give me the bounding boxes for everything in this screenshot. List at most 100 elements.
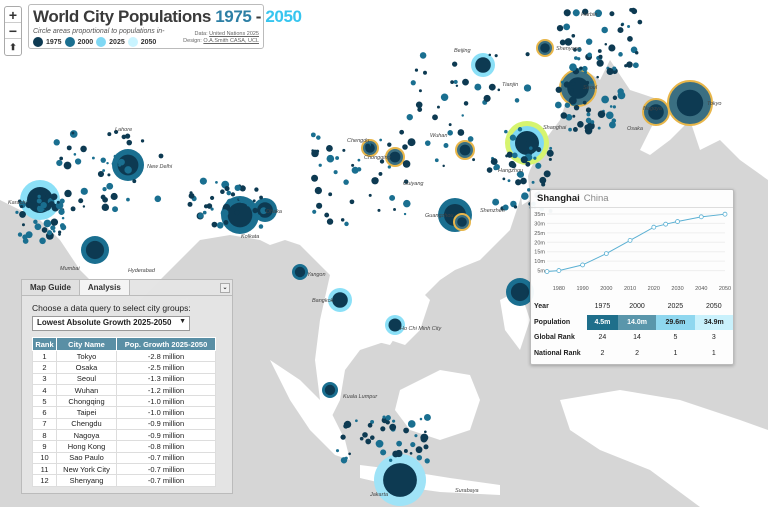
- city-circle[interactable]: [450, 80, 454, 84]
- city-circle[interactable]: [560, 80, 565, 84]
- city-circle[interactable]: [107, 173, 111, 177]
- city-circle[interactable]: [509, 134, 517, 141]
- city-circle[interactable]: [637, 19, 643, 25]
- city-circle[interactable]: [388, 318, 402, 332]
- city-circle[interactable]: [370, 419, 375, 424]
- city-circle[interactable]: [59, 156, 64, 161]
- city-circle[interactable]: [627, 25, 631, 29]
- city-circle[interactable]: [58, 208, 65, 215]
- city-circle[interactable]: [106, 182, 114, 190]
- city-circle[interactable]: [540, 43, 550, 53]
- city-circle[interactable]: [612, 66, 617, 71]
- city-circle[interactable]: [372, 177, 379, 184]
- city-circle[interactable]: [617, 27, 624, 34]
- zoom-in-button[interactable]: +: [5, 7, 21, 23]
- city-circle[interactable]: [340, 434, 346, 440]
- credits-design-link[interactable]: O.A.Smith CASA, UCL: [203, 38, 259, 44]
- city-circle[interactable]: [462, 78, 469, 86]
- city-circle[interactable]: [563, 81, 570, 88]
- city-circle[interactable]: [60, 224, 67, 231]
- city-circle[interactable]: [488, 83, 496, 91]
- city-circle[interactable]: [318, 163, 322, 167]
- city-circle[interactable]: [110, 192, 118, 201]
- city-circle[interactable]: [560, 112, 568, 119]
- city-circle[interactable]: [403, 199, 411, 208]
- table-row[interactable]: 1 Tokyo -2.8 million: [32, 349, 216, 363]
- city-circle[interactable]: [264, 208, 270, 213]
- city-circle[interactable]: [324, 384, 336, 396]
- city-circle[interactable]: [601, 26, 608, 34]
- city-circle[interactable]: [56, 200, 60, 204]
- city-circle[interactable]: [452, 61, 458, 67]
- city-circle[interactable]: [64, 189, 72, 198]
- table-row[interactable]: 2 Osaka -2.5 million: [32, 361, 216, 374]
- city-circle[interactable]: [368, 193, 372, 197]
- city-circle[interactable]: [584, 124, 591, 131]
- city-circle[interactable]: [111, 162, 115, 166]
- city-circle[interactable]: [112, 206, 119, 213]
- city-circle[interactable]: [423, 413, 431, 421]
- city-circle[interactable]: [525, 52, 530, 57]
- city-circle[interactable]: [101, 203, 110, 212]
- city-circle[interactable]: [294, 266, 306, 278]
- city-circle[interactable]: [351, 163, 355, 167]
- city-circle[interactable]: [209, 195, 215, 201]
- city-circle[interactable]: [483, 94, 491, 102]
- city-circle[interactable]: [608, 44, 616, 52]
- table-row[interactable]: 6 Taipei -1.0 million: [32, 406, 216, 419]
- city-circle[interactable]: [316, 135, 321, 140]
- city-circle[interactable]: [340, 457, 348, 464]
- city-circle[interactable]: [515, 179, 522, 186]
- city-circle[interactable]: [140, 139, 145, 143]
- city-circle[interactable]: [577, 121, 584, 128]
- city-circle[interactable]: [226, 190, 232, 196]
- city-circle[interactable]: [596, 75, 599, 79]
- city-circle[interactable]: [158, 153, 164, 159]
- city-circle[interactable]: [556, 24, 564, 32]
- city-circle[interactable]: [676, 89, 704, 117]
- city-circle[interactable]: [423, 70, 427, 75]
- city-circle[interactable]: [107, 132, 112, 137]
- city-circle[interactable]: [199, 177, 207, 185]
- city-circle[interactable]: [389, 194, 396, 201]
- city-circle[interactable]: [598, 54, 603, 59]
- city-circle[interactable]: [536, 147, 542, 153]
- table-row[interactable]: 4 Wuhan -1.2 million: [32, 383, 216, 397]
- city-circle[interactable]: [424, 140, 431, 146]
- city-circle[interactable]: [53, 139, 60, 146]
- city-circle[interactable]: [585, 107, 592, 113]
- city-circle[interactable]: [387, 165, 391, 169]
- city-circle[interactable]: [579, 66, 583, 70]
- city-circle[interactable]: [564, 102, 571, 108]
- city-circle[interactable]: [546, 149, 554, 157]
- city-circle[interactable]: [365, 438, 372, 445]
- city-circle[interactable]: [589, 80, 593, 84]
- city-circle[interactable]: [612, 105, 616, 109]
- city-circle[interactable]: [34, 223, 42, 231]
- city-circle[interactable]: [564, 38, 573, 46]
- city-circle[interactable]: [114, 129, 119, 135]
- city-circle[interactable]: [571, 33, 576, 38]
- city-circle[interactable]: [572, 9, 580, 17]
- city-circle[interactable]: [91, 156, 95, 160]
- city-circle[interactable]: [414, 434, 418, 438]
- city-circle[interactable]: [343, 420, 352, 429]
- city-circle[interactable]: [73, 153, 77, 156]
- city-circle[interactable]: [210, 207, 214, 211]
- city-circle[interactable]: [420, 435, 428, 443]
- locate-icon[interactable]: ⬆: [9, 42, 17, 52]
- city-circle[interactable]: [80, 145, 87, 153]
- city-circle[interactable]: [314, 186, 323, 195]
- city-circle[interactable]: [15, 210, 19, 214]
- city-circle[interactable]: [527, 188, 531, 192]
- city-circle[interactable]: [565, 113, 573, 121]
- city-circle[interactable]: [19, 205, 24, 209]
- city-circle[interactable]: [493, 164, 500, 171]
- city-circle[interactable]: [608, 121, 616, 129]
- city-circle[interactable]: [543, 170, 551, 178]
- city-circle[interactable]: [514, 98, 520, 103]
- table-row[interactable]: 10 Sao Paulo -0.7 million: [32, 451, 216, 464]
- city-circle[interactable]: [531, 180, 535, 184]
- city-circle[interactable]: [382, 415, 386, 419]
- city-circle[interactable]: [40, 202, 47, 209]
